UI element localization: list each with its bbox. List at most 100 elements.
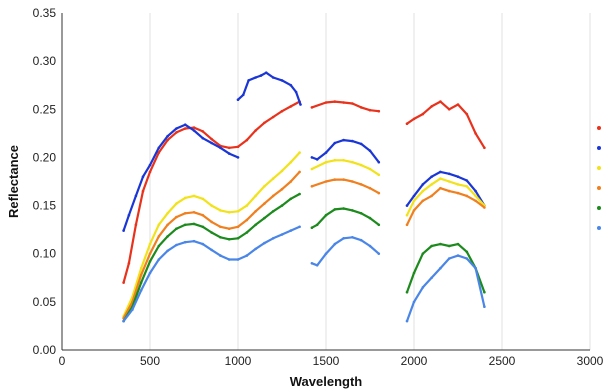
- data-point: [310, 156, 314, 159]
- data-point: [333, 100, 337, 103]
- data-point: [157, 151, 161, 154]
- series-line: [310, 100, 380, 113]
- data-point: [280, 169, 284, 173]
- data-point: [351, 236, 354, 239]
- data-point: [412, 209, 416, 212]
- data-point: [166, 223, 169, 227]
- data-point: [148, 163, 152, 167]
- data-point: [271, 177, 275, 180]
- data-point: [259, 74, 263, 77]
- y-tick-label: 0.25: [33, 102, 57, 116]
- data-point: [315, 264, 319, 267]
- series-line: [310, 236, 380, 267]
- data-point: [351, 209, 354, 212]
- data-point: [368, 108, 372, 112]
- x-axis-title: Wavelength: [290, 374, 363, 389]
- data-point: [447, 244, 451, 248]
- data-point: [289, 160, 293, 164]
- data-point: [465, 112, 469, 116]
- data-point: [127, 213, 131, 217]
- data-point: [439, 177, 442, 180]
- data-point: [333, 178, 337, 181]
- x-tick-label: 0: [59, 354, 66, 368]
- data-point: [201, 136, 205, 140]
- data-point: [166, 235, 169, 238]
- grid: [149, 13, 591, 350]
- data-point: [271, 237, 275, 240]
- data-point: [430, 276, 433, 280]
- data-point: [483, 206, 486, 209]
- data-point: [359, 106, 363, 109]
- series-line: [405, 170, 486, 207]
- data-point: [183, 127, 187, 130]
- data-point: [245, 254, 249, 257]
- x-tick-label: 2000: [401, 354, 428, 368]
- data-point: [139, 266, 143, 270]
- data-point: [439, 100, 442, 103]
- series-line: [405, 254, 486, 323]
- data-point: [465, 194, 469, 198]
- data-point: [412, 271, 416, 275]
- y-tick-label: 0.15: [33, 199, 57, 213]
- data-point: [421, 252, 425, 255]
- data-point: [430, 175, 433, 178]
- data-point: [483, 146, 486, 150]
- x-tick-label: 1500: [313, 354, 340, 368]
- series-line: [405, 100, 486, 149]
- data-point: [280, 79, 284, 82]
- data-point: [166, 134, 169, 138]
- data-point: [342, 178, 345, 181]
- data-point: [315, 158, 319, 161]
- data-point: [192, 222, 196, 226]
- data-point: [280, 204, 284, 207]
- data-point: [324, 213, 328, 217]
- data-point: [421, 183, 425, 186]
- data-point: [405, 223, 409, 227]
- data-point: [359, 183, 363, 186]
- y-tick-label: 0.20: [33, 150, 57, 164]
- data-point: [254, 210, 257, 213]
- data-point: [280, 187, 284, 191]
- data-point: [474, 189, 477, 193]
- data-point: [148, 260, 152, 263]
- data-point: [377, 252, 381, 255]
- series-line: [405, 243, 486, 294]
- legend-marker: [597, 126, 601, 130]
- data-point: [412, 300, 416, 304]
- data-point: [192, 129, 196, 132]
- y-tick-label: 0.30: [33, 54, 57, 68]
- data-point: [483, 305, 486, 309]
- data-point: [342, 101, 345, 104]
- data-point: [474, 194, 477, 198]
- data-point: [122, 229, 125, 232]
- data-point: [271, 210, 275, 213]
- data-point: [236, 210, 240, 213]
- data-point: [324, 151, 328, 154]
- data-point: [447, 108, 451, 111]
- data-point: [456, 103, 460, 106]
- data-point: [456, 183, 460, 186]
- data-point: [430, 194, 433, 198]
- axes: 0 500 1000 1500 2000 2500 3000 0.00 0.05 0.10 0.15…: [33, 6, 604, 368]
- data-point: [315, 223, 319, 227]
- data-point: [405, 319, 409, 323]
- data-point: [227, 258, 231, 261]
- data-point: [333, 141, 337, 145]
- data-point: [157, 244, 161, 248]
- data-point: [465, 250, 469, 254]
- series-2: [122, 71, 486, 232]
- data-point: [175, 127, 178, 130]
- data-point: [421, 286, 425, 289]
- legend-marker: [597, 186, 601, 190]
- data-point: [405, 122, 409, 125]
- data-point: [447, 257, 451, 260]
- data-point: [421, 189, 425, 193]
- data-point: [263, 216, 266, 220]
- x-tick-label: 1000: [225, 354, 252, 368]
- legend: [597, 126, 601, 230]
- data-point: [254, 76, 257, 79]
- data-point: [219, 225, 222, 229]
- data-point: [131, 308, 134, 311]
- data-point: [236, 237, 240, 240]
- data-point: [333, 208, 337, 211]
